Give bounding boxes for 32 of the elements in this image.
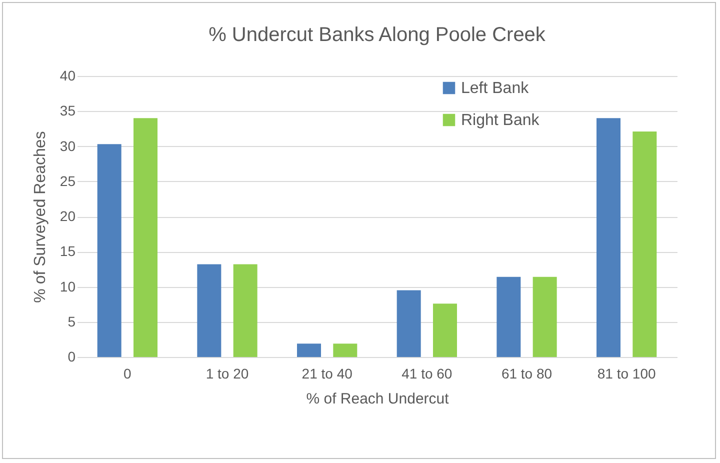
y-tick-label: 15 (60, 243, 76, 260)
bar (133, 118, 158, 357)
x-tick-label: 1 to 20 (206, 366, 249, 382)
bar (233, 264, 258, 357)
y-axis-title: % of Surveyed Reaches (32, 131, 49, 303)
bar (297, 344, 322, 357)
y-tick-label: 20 (60, 208, 76, 224)
bar (333, 344, 358, 357)
bar (532, 276, 557, 357)
bar (197, 264, 222, 357)
bar (632, 132, 657, 357)
y-tick-label: 10 (60, 278, 76, 294)
bar (596, 118, 621, 357)
y-tick-label: 0 (68, 348, 76, 364)
x-tick-label: 61 to 80 (501, 366, 552, 382)
bar (432, 304, 457, 357)
y-tick-label: 5 (68, 313, 76, 330)
bar (396, 290, 421, 357)
y-tick-label: 40 (60, 68, 76, 84)
legend-label: Right Bank (461, 112, 540, 129)
chart-title: % Undercut Banks Along Poole Creek (208, 24, 546, 46)
x-axis-title: % of Reach Undercut (306, 390, 450, 408)
bar (97, 144, 122, 357)
x-tick-label: 0 (124, 366, 132, 382)
legend-label: Left Bank (461, 80, 530, 97)
x-tick-label: 81 to 100 (597, 366, 656, 382)
x-tick-label: 21 to 40 (302, 366, 353, 382)
y-tick-label: 35 (60, 102, 76, 119)
x-tick-label: 41 to 60 (402, 366, 452, 382)
y-tick-label: 25 (60, 172, 76, 189)
y-tick-label: 30 (60, 138, 76, 154)
bar (496, 276, 521, 357)
